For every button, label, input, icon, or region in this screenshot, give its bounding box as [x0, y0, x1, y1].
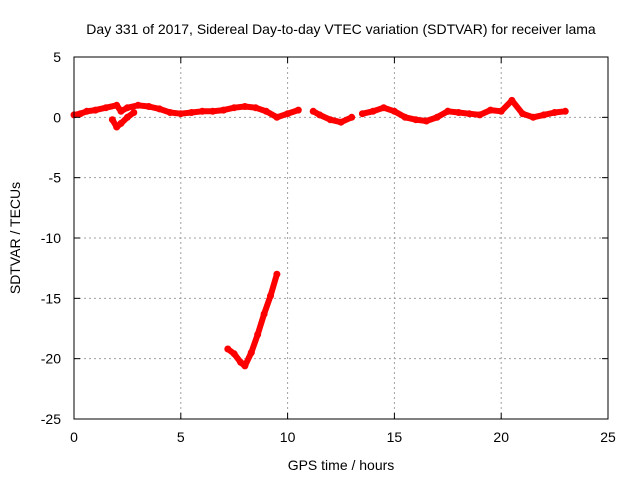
data-point — [108, 116, 116, 124]
chart-title: Day 331 of 2017, Sidereal Day-to-day VTE… — [86, 21, 596, 37]
y-tick-label: 5 — [53, 49, 61, 65]
data-point — [337, 118, 345, 126]
data-point — [262, 107, 270, 115]
data-point — [241, 103, 249, 110]
y-axis-title: SDTVAR / TECUs — [7, 182, 23, 294]
data-point — [117, 119, 125, 127]
tick-layer: 0 5 10 15 20 25 -25 -20 -15 -10 -5 0 5 — [41, 49, 616, 445]
data-point — [117, 107, 125, 115]
x-tick-label: 0 — [70, 429, 78, 445]
data-point — [177, 110, 185, 118]
data-point — [326, 116, 334, 124]
data-point — [252, 104, 260, 112]
data-point — [412, 116, 420, 124]
y-tick-label: -20 — [41, 351, 61, 367]
data-point — [247, 349, 255, 357]
data-point — [316, 111, 324, 119]
y-tick-label: -10 — [41, 230, 61, 246]
data-point — [540, 111, 548, 119]
data-point — [145, 103, 153, 110]
data-point — [348, 113, 356, 121]
x-tick-label: 10 — [280, 429, 296, 445]
data-point — [284, 110, 292, 118]
data-point — [198, 107, 206, 115]
x-tick-label: 5 — [177, 429, 185, 445]
data-point — [123, 113, 131, 121]
grid-layer — [74, 57, 608, 419]
data-point — [166, 109, 174, 116]
data-point — [561, 107, 569, 115]
data-point — [380, 104, 388, 112]
data-point — [134, 101, 142, 109]
x-tick-label: 20 — [493, 429, 509, 445]
data-point — [476, 111, 484, 119]
data-point — [390, 107, 398, 115]
x-axis-title: GPS time / hours — [288, 457, 395, 473]
data-point — [91, 106, 99, 114]
data-point — [220, 106, 227, 114]
data-point — [130, 109, 138, 116]
data-point — [155, 105, 163, 113]
data-point — [519, 110, 527, 118]
data-point — [551, 109, 559, 116]
data-point — [309, 107, 317, 115]
y-tick-label: -25 — [41, 411, 61, 427]
x-tick-label: 15 — [387, 429, 403, 445]
data-point — [465, 110, 473, 118]
data-point — [76, 110, 84, 118]
data-point — [102, 104, 110, 112]
x-tick-label: 25 — [600, 429, 616, 445]
data-point — [230, 350, 238, 358]
data-point — [230, 104, 238, 112]
data-point — [422, 117, 430, 125]
data-point — [508, 96, 516, 104]
data-point — [529, 113, 537, 121]
data-point — [369, 107, 377, 115]
data-point — [188, 109, 195, 116]
series-trace — [444, 97, 569, 121]
data-point — [273, 270, 281, 278]
data-point — [444, 107, 452, 115]
data-layer — [70, 96, 569, 370]
data-point — [497, 107, 505, 115]
data-point — [113, 101, 121, 109]
data-point — [358, 110, 366, 118]
y-tick-label: 0 — [53, 109, 61, 125]
data-point — [83, 107, 91, 115]
data-point — [433, 113, 441, 121]
data-point — [241, 362, 249, 370]
y-tick-label: -15 — [41, 290, 61, 306]
data-point — [224, 345, 232, 353]
data-point — [487, 106, 494, 114]
data-point — [254, 331, 262, 338]
data-point — [260, 310, 268, 318]
data-point — [267, 292, 274, 300]
data-point — [401, 113, 409, 121]
data-point — [455, 109, 462, 116]
data-point — [209, 107, 217, 115]
data-point — [123, 104, 131, 112]
y-tick-label: -5 — [49, 170, 62, 186]
data-point — [273, 113, 281, 121]
data-point — [294, 106, 302, 114]
